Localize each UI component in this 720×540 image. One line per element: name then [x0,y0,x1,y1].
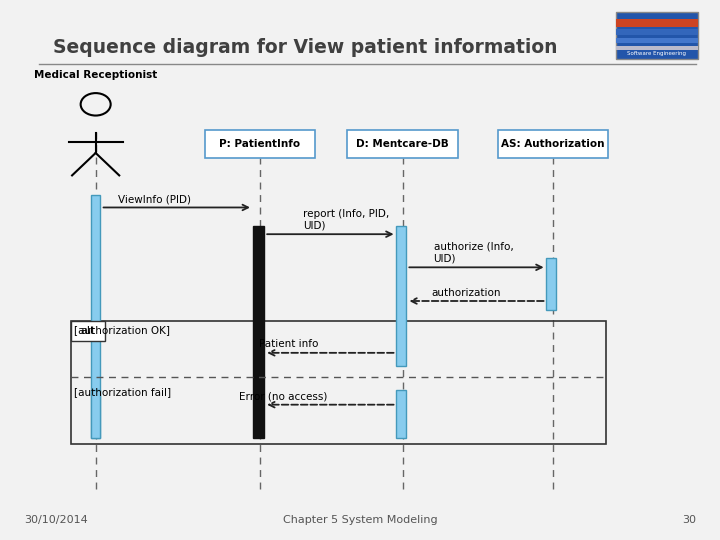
Text: D: Mentcare-DB: D: Mentcare-DB [356,139,449,149]
Text: alt: alt [81,326,95,336]
Bar [616,37,698,43]
Text: [authorization fail]: [authorization fail] [74,387,171,397]
Bar [71,321,606,444]
Bar [397,226,406,366]
Bar [546,258,557,310]
Text: 30/10/2014: 30/10/2014 [24,516,88,525]
Text: Sequence diagram for View patient information: Sequence diagram for View patient inform… [53,37,557,57]
Bar [616,12,698,59]
Text: 30: 30 [682,516,696,525]
Text: Medical Receptionist: Medical Receptionist [34,70,157,80]
Bar [91,195,100,438]
Text: authorization: authorization [431,288,501,298]
Bar [498,130,608,158]
Text: ViewInfo (PID): ViewInfo (PID) [118,194,191,204]
Text: AS: Authorization: AS: Authorization [501,139,605,149]
Bar [616,45,698,50]
Bar [253,226,264,438]
Text: [authorization OK]: [authorization OK] [74,325,170,335]
Text: authorize (Info,
UID): authorize (Info, UID) [433,242,513,264]
Bar [616,19,698,27]
Bar [71,321,105,341]
Text: Error (no access): Error (no access) [239,392,328,401]
Bar [91,390,100,438]
Bar [348,130,458,158]
Text: Software Engineering: Software Engineering [627,51,686,56]
Text: report (Info, PID,
UID): report (Info, PID, UID) [303,209,389,231]
Text: Chapter 5 System Modeling: Chapter 5 System Modeling [283,516,437,525]
Bar [616,30,698,35]
Text: Patient info: Patient info [259,339,318,349]
Bar [204,130,315,158]
Bar [397,390,406,438]
Text: P: PatientInfo: P: PatientInfo [220,139,300,149]
